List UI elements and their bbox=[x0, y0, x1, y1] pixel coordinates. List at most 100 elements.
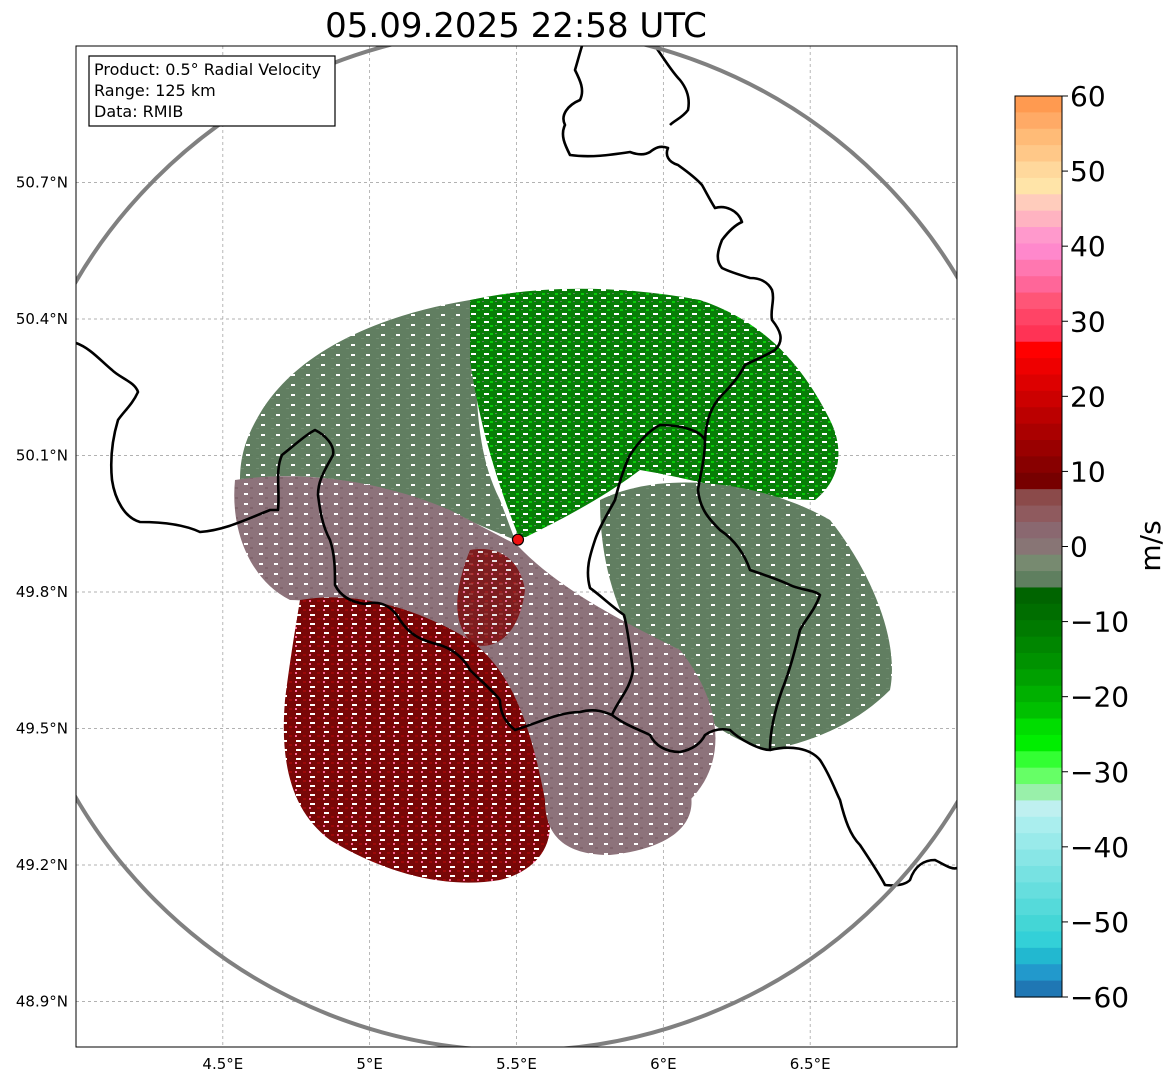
colorbar-band bbox=[1015, 816, 1062, 834]
colorbar-band bbox=[1015, 571, 1062, 589]
colorbar-band bbox=[1015, 341, 1062, 359]
colorbar-band bbox=[1015, 652, 1062, 670]
colorbar-band bbox=[1015, 702, 1062, 720]
colorbar-band bbox=[1015, 112, 1062, 130]
country-borders bbox=[76, 46, 957, 887]
colorbar-band bbox=[1015, 751, 1062, 769]
colorbar-band bbox=[1015, 669, 1062, 687]
lat-tick-label: 49.2°N bbox=[16, 856, 68, 874]
colorbar-band bbox=[1015, 210, 1062, 228]
colorbar-band bbox=[1015, 603, 1062, 621]
border-france-belgium-west bbox=[76, 341, 613, 732]
radar-overlay bbox=[76, 46, 957, 1047]
colorbar-band bbox=[1015, 964, 1062, 982]
lon-tick-label: 6.5°E bbox=[790, 1055, 831, 1073]
colorbar-band bbox=[1015, 128, 1062, 146]
colorbar-band bbox=[1015, 898, 1062, 916]
map-area: 4.5°E 5°E 5.5°E 6°E 6.5°E 48.9°N 49.2°N 49.5°N… bbox=[16, 45, 958, 1073]
info-box: Product: 0.5° Radial Velocity Range: 125… bbox=[88, 55, 336, 127]
colorbar: 60 50 40 30 20 10 0 −10 −20 −30 −40 −50 −60 m/s bbox=[1014, 80, 1167, 1014]
info-product: Product: 0.5° Radial Velocity bbox=[94, 60, 321, 79]
radar-echoes bbox=[234, 288, 892, 883]
longitude-ticks: 4.5°E 5°E 5.5°E 6°E 6.5°E bbox=[202, 1055, 830, 1073]
colorbar-band bbox=[1015, 915, 1062, 933]
colorbar-band bbox=[1015, 784, 1062, 802]
colorbar-band bbox=[1015, 882, 1062, 900]
info-range: Range: 125 km bbox=[94, 81, 216, 100]
colorbar-band bbox=[1015, 800, 1062, 818]
colorbar-band bbox=[1015, 276, 1062, 294]
colorbar-band bbox=[1015, 620, 1062, 638]
colorbar-band bbox=[1015, 440, 1062, 457]
info-data-source: Data: RMIB bbox=[94, 102, 183, 121]
colorbar-band bbox=[1015, 489, 1062, 507]
colorbar-band bbox=[1015, 358, 1062, 376]
colorbar-bands bbox=[1015, 96, 1062, 998]
colorbar-band bbox=[1015, 734, 1062, 752]
lat-tick-label: 49.5°N bbox=[16, 720, 68, 738]
lat-tick-label: 48.9°N bbox=[16, 993, 68, 1011]
colorbar-band bbox=[1015, 636, 1062, 654]
radar-site-marker bbox=[511, 533, 525, 546]
colorbar-band bbox=[1015, 177, 1062, 195]
colorbar-band bbox=[1015, 865, 1062, 883]
colorbar-band bbox=[1015, 161, 1062, 179]
colorbar-ticks: 60 50 40 30 20 10 0 −10 −20 −30 −40 −50 −60 bbox=[1062, 80, 1129, 1014]
border-germany-north bbox=[561, 46, 782, 441]
echo-sage-northwest bbox=[240, 300, 515, 540]
colorbar-band bbox=[1015, 145, 1062, 163]
lat-tick-label: 49.8°N bbox=[16, 583, 68, 601]
echo-red-southwest bbox=[283, 597, 550, 883]
colorbar-band bbox=[1015, 259, 1062, 277]
colorbar-band bbox=[1015, 325, 1062, 343]
colorbar-band bbox=[1015, 374, 1062, 392]
colorbar-tick-label: −20 bbox=[1070, 681, 1129, 714]
lon-tick-label: 6°E bbox=[650, 1055, 677, 1073]
colorbar-band bbox=[1015, 587, 1062, 605]
colorbar-band bbox=[1015, 308, 1062, 326]
colorbar-band bbox=[1015, 718, 1062, 736]
colorbar-band bbox=[1015, 538, 1062, 556]
echo-mauve-south bbox=[545, 790, 692, 855]
colorbar-band bbox=[1015, 849, 1062, 867]
lon-tick-label: 4.5°E bbox=[202, 1055, 243, 1073]
echo-green-northeast bbox=[470, 288, 839, 540]
colorbar-band bbox=[1015, 505, 1062, 523]
border-netherlands-ne bbox=[653, 46, 691, 126]
colorbar-tick-label: 0 bbox=[1070, 531, 1088, 564]
colorbar-band bbox=[1015, 456, 1062, 474]
colorbar-tick-label: 50 bbox=[1070, 155, 1106, 188]
colorbar-tick-label: 20 bbox=[1070, 380, 1106, 413]
colorbar-band bbox=[1015, 767, 1062, 785]
colorbar-band bbox=[1015, 243, 1062, 261]
lat-tick-label: 50.4°N bbox=[16, 310, 68, 328]
latitude-ticks: 48.9°N 49.2°N 49.5°N 49.8°N 50.1°N 50.4°N 50.7… bbox=[16, 174, 68, 1011]
colorbar-band bbox=[1015, 227, 1062, 245]
lat-tick-label: 50.1°N bbox=[16, 447, 68, 465]
colorbar-band bbox=[1015, 685, 1062, 703]
lat-tick-label: 50.7°N bbox=[16, 174, 68, 192]
lon-tick-label: 5.5°E bbox=[496, 1055, 537, 1073]
colorbar-tick-label: −10 bbox=[1070, 606, 1129, 639]
colorbar-unit-label: m/s bbox=[1134, 520, 1167, 571]
colorbar-tick-label: 40 bbox=[1070, 230, 1106, 263]
border-luxembourg bbox=[586, 423, 822, 754]
colorbar-band bbox=[1015, 423, 1062, 441]
colorbar-band bbox=[1015, 521, 1062, 539]
colorbar-band bbox=[1015, 194, 1062, 212]
colorbar-band bbox=[1015, 554, 1062, 572]
colorbar-band bbox=[1015, 407, 1062, 425]
colorbar-band bbox=[1015, 980, 1062, 998]
colorbar-tick-label: 30 bbox=[1070, 305, 1106, 338]
colorbar-tick-label: 60 bbox=[1070, 80, 1106, 113]
colorbar-tick-label: −40 bbox=[1070, 831, 1129, 864]
info-box-frame bbox=[88, 55, 336, 127]
colorbar-band bbox=[1015, 96, 1062, 113]
colorbar-tick-label: 10 bbox=[1070, 455, 1106, 488]
colorbar-band bbox=[1015, 292, 1062, 310]
colorbar-tick-label: −50 bbox=[1070, 906, 1129, 939]
colorbar-band bbox=[1015, 390, 1062, 408]
colorbar-tick-label: −60 bbox=[1070, 981, 1129, 1014]
map-frame bbox=[75, 45, 958, 1048]
